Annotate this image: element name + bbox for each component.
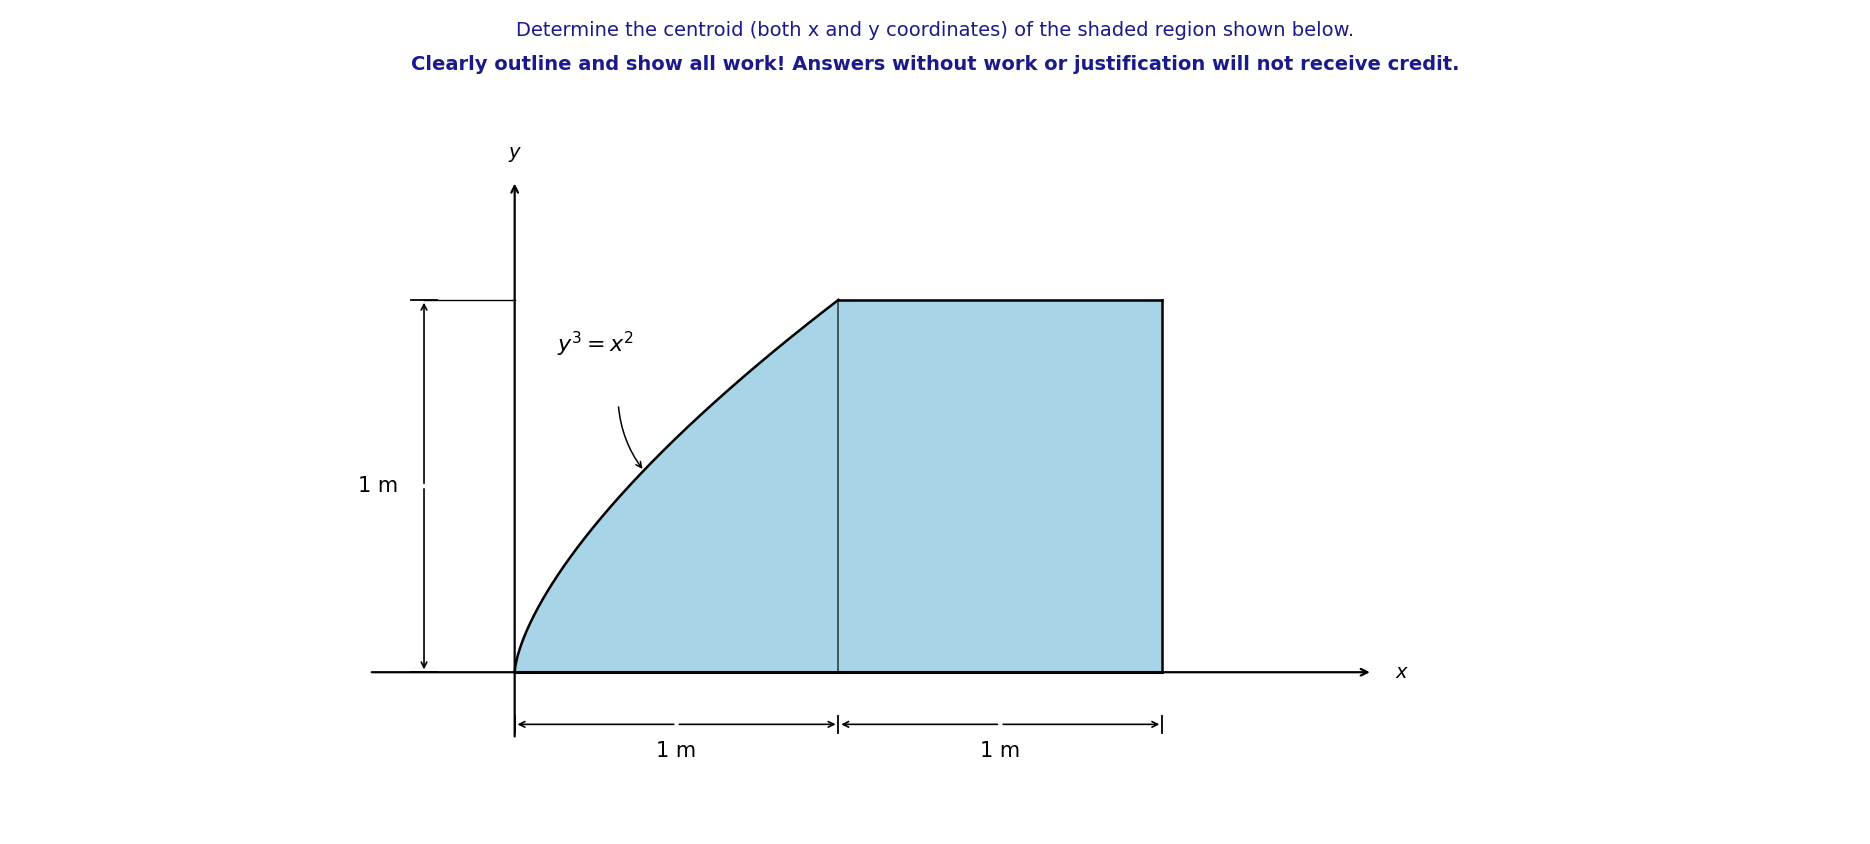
Polygon shape — [514, 300, 1161, 672]
Text: Clearly outline and show all work! Answers without work or justification will no: Clearly outline and show all work! Answe… — [411, 55, 1459, 74]
Text: Determine the centroid (both x and y coordinates) of the shaded region shown bel: Determine the centroid (both x and y coo… — [516, 21, 1354, 41]
Text: x: x — [1395, 663, 1406, 682]
Text: $y^3 = x^2$: $y^3 = x^2$ — [557, 330, 634, 360]
Text: y: y — [509, 143, 520, 162]
Text: 1 m: 1 m — [656, 741, 698, 761]
Text: 1 m: 1 m — [980, 741, 1021, 761]
Text: 1 m: 1 m — [357, 476, 398, 496]
